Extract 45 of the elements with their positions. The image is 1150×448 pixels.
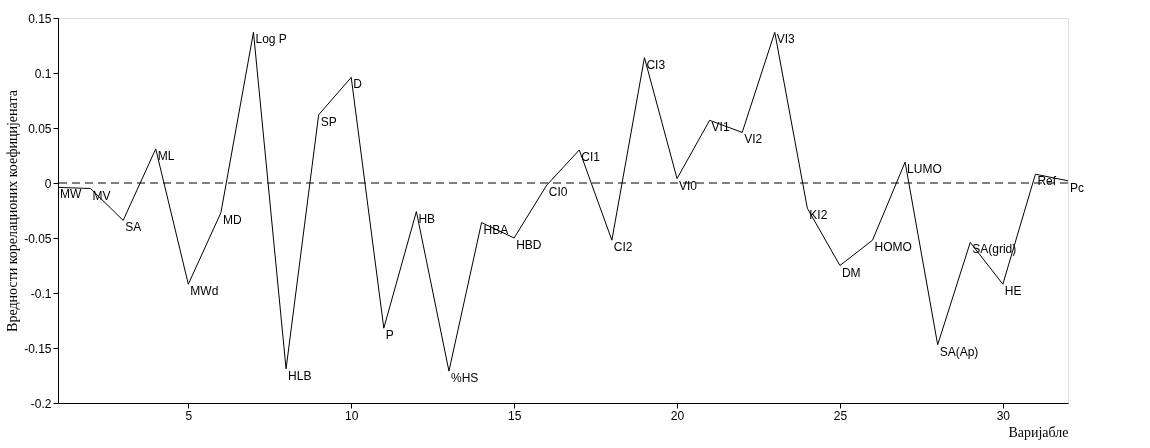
annotation: VI0 xyxy=(679,178,698,193)
annotation: ML xyxy=(157,148,175,163)
annotation: SA(Ap) xyxy=(939,344,979,359)
annotation: CI1 xyxy=(581,150,601,164)
y-tick-label: -0.15 xyxy=(24,341,52,356)
y-tick-label: -0.1 xyxy=(30,286,52,301)
annotation: MWd xyxy=(190,284,219,299)
annotation: MD xyxy=(222,212,242,227)
annotation: HOMO xyxy=(874,240,912,255)
y-tick-label: 0.05 xyxy=(28,121,52,136)
y-tick-label: 0 xyxy=(44,176,52,191)
annotation: SP xyxy=(320,114,337,129)
annotation: %HS xyxy=(450,371,479,386)
y-tick-label: -0.2 xyxy=(30,396,52,411)
annotation: HBD xyxy=(516,238,542,252)
annotation: Log P xyxy=(255,32,287,47)
annotation: HLB xyxy=(288,368,312,383)
annotation: Ref xyxy=(1037,174,1057,189)
annotation: VI3 xyxy=(776,32,796,47)
annotation: Pc xyxy=(1070,180,1085,195)
x-tick-label: 25 xyxy=(833,408,848,423)
y-tick-label: 0.1 xyxy=(34,66,52,81)
annotation: MW xyxy=(60,187,82,202)
y-tick-label: 0.15 xyxy=(28,11,52,26)
annotation: CI3 xyxy=(646,57,666,72)
annotation: CI0 xyxy=(548,185,568,200)
annotation: SA xyxy=(125,220,142,235)
annotation: KI2 xyxy=(809,208,828,223)
x-tick-label: 30 xyxy=(996,408,1011,423)
annotation: HB xyxy=(418,211,436,226)
x-tick-label: 5 xyxy=(185,408,193,423)
annotation: DM xyxy=(841,265,861,280)
x-tick-label: 10 xyxy=(345,408,359,423)
annotation: CI2 xyxy=(613,240,633,255)
x-axis-title: Варијабле xyxy=(1008,424,1069,440)
annotation: P xyxy=(385,328,394,343)
annotation: HE xyxy=(1004,284,1022,299)
annotation: VI1 xyxy=(711,120,730,135)
x-tick-label: 20 xyxy=(670,408,685,423)
annotation: LUMO xyxy=(907,162,942,177)
annotation: D xyxy=(353,77,363,92)
annotation: VI2 xyxy=(744,132,763,147)
x-tick-label: 15 xyxy=(507,408,522,423)
y-axis-title: Вредности корелационих коефицијената xyxy=(5,89,21,332)
y-tick-label: -0.05 xyxy=(24,231,52,246)
